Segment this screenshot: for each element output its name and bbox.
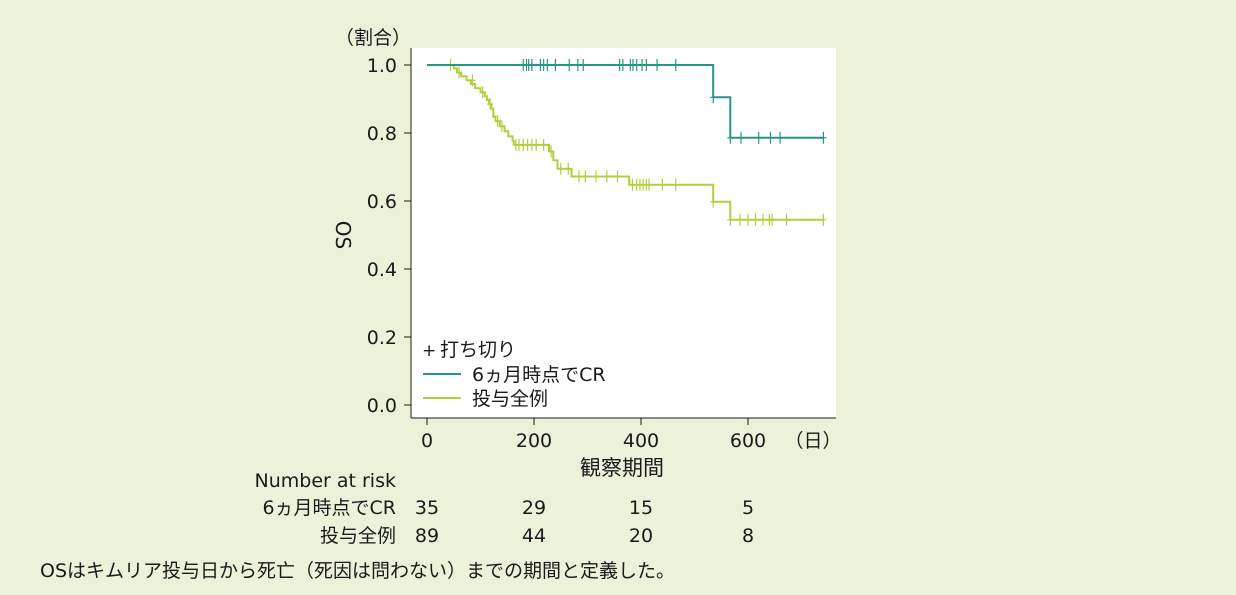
risk-count: 89 <box>415 525 439 547</box>
series-line <box>427 64 824 139</box>
y-axis-title: OS <box>331 221 355 249</box>
series-line <box>427 64 824 221</box>
x-tick-label: 200 <box>516 430 552 452</box>
risk-count: 44 <box>522 525 546 547</box>
risk-row-label: 投与全例 <box>320 525 396 547</box>
footnote: OSはキムリア投与日から死亡（死因は問わない）までの期間と定義した。 <box>40 560 676 582</box>
chart-labels: （割合） （日） 観察期間 OS <box>331 27 842 480</box>
x-axis-title: 観察期間 <box>580 456 664 480</box>
y-tick-label: 0.0 <box>367 395 397 417</box>
y-tick-label: 0.8 <box>367 123 397 145</box>
legend-label: 6ヵ月時点でCR <box>472 364 606 386</box>
risk-table: Number at risk 6ヵ月時点でCR 35 29 15 5 投与全例 89 44 20 8 <box>255 470 755 547</box>
series-marks <box>427 59 827 226</box>
censor-symbol: + <box>422 341 436 361</box>
risk-count: 15 <box>629 497 653 519</box>
y-tick-label: 0.4 <box>367 259 397 281</box>
x-unit-label: （日） <box>784 430 841 452</box>
censor-legend-label: 打ち切り <box>440 339 516 361</box>
risk-count: 8 <box>742 525 754 547</box>
y-unit-label: （割合） <box>335 27 411 49</box>
risk-count: 20 <box>629 525 653 547</box>
risk-row-label: 6ヵ月時点でCR <box>262 497 396 519</box>
risk-count: 29 <box>522 497 546 519</box>
risk-count: 35 <box>415 497 439 519</box>
x-tick-label: 0 <box>421 430 433 452</box>
plot-area <box>411 48 836 418</box>
y-tick-label: 0.6 <box>367 191 397 213</box>
x-tick-label: 400 <box>623 430 659 452</box>
x-tick-label: 600 <box>730 430 766 452</box>
legend-label: 投与全例 <box>472 388 548 410</box>
y-tick-label: 1.0 <box>367 55 397 77</box>
y-tick-label: 0.2 <box>367 327 397 349</box>
risk-count: 5 <box>742 497 754 519</box>
axes: 0.0 0.2 0.4 0.6 0.8 1.0 0 200 400 600 <box>367 48 836 452</box>
risk-table-header: Number at risk <box>255 470 397 492</box>
